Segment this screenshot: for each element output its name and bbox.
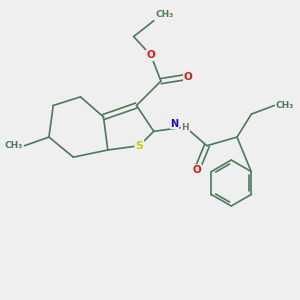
Text: S: S <box>135 141 143 151</box>
Text: CH₃: CH₃ <box>276 101 294 110</box>
Text: N: N <box>170 118 178 129</box>
Text: O: O <box>184 72 193 82</box>
Text: CH₃: CH₃ <box>5 141 23 150</box>
Text: O: O <box>146 50 155 60</box>
Text: O: O <box>192 165 201 175</box>
Text: CH₃: CH₃ <box>155 10 173 19</box>
Text: H: H <box>182 122 189 131</box>
